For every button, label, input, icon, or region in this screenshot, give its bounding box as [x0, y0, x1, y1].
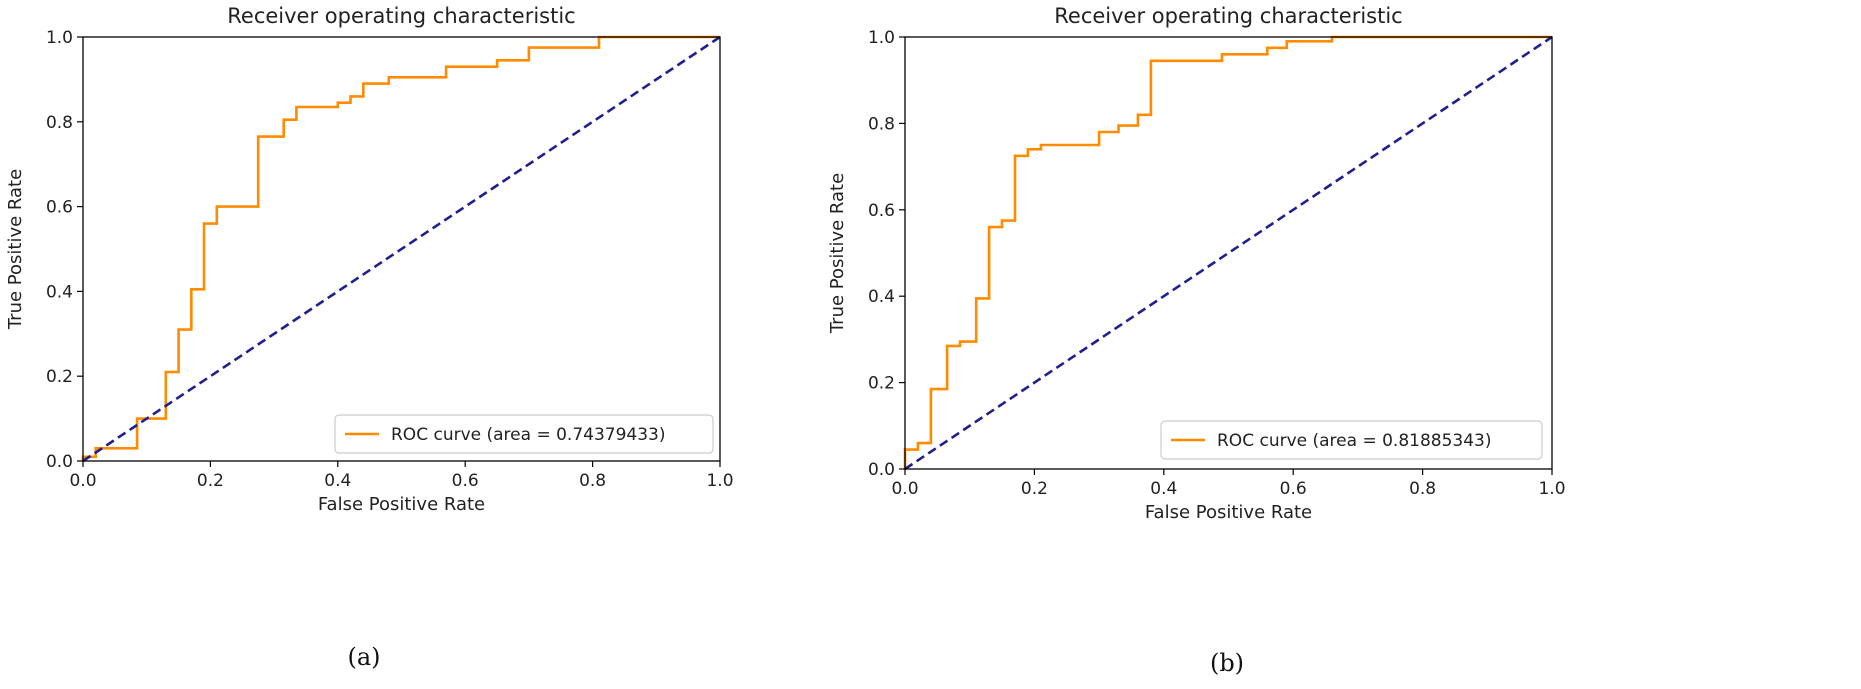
x-tick-label: 0.2 — [1021, 479, 1048, 499]
panel-label: (b) — [1210, 649, 1244, 677]
x-axis-label: False Positive Rate — [318, 494, 485, 515]
chart-panel-1: Receiver operating characteristic 0.0 0.2 0… — [827, 4, 1566, 677]
x-tick-label: 0.6 — [1280, 479, 1307, 499]
x-tick-label: 1.0 — [1538, 479, 1565, 499]
x-tick-label: 1.0 — [706, 471, 733, 491]
y-tick-label: 0.8 — [46, 113, 73, 133]
legend-entry-label: ROC curve (area = 0.74379433) — [391, 425, 665, 445]
y-tick-label: 1.0 — [46, 28, 73, 48]
legend-entry-label: ROC curve (area = 0.81885343) — [1217, 431, 1491, 451]
x-tick-label: 0.2 — [197, 471, 224, 491]
roc-curve-line — [81, 35, 720, 461]
plot-frame — [904, 36, 1553, 470]
chance-diagonal-line — [82, 35, 721, 463]
x-tick-label: 0.6 — [452, 471, 479, 491]
y-axis-label: True Positive Rate — [827, 173, 848, 334]
legend: ROC curve (area = 0.74379433) — [334, 414, 714, 454]
x-axis-label: False Positive Rate — [1145, 502, 1312, 523]
roc-curve-line — [903, 35, 1552, 469]
legend-box — [334, 414, 714, 454]
x-tick-label: 0.4 — [1150, 479, 1177, 499]
legend: ROC curve (area = 0.81885343) — [1160, 420, 1543, 460]
y-tick-label: 0.4 — [46, 282, 73, 302]
y-tick-label: 0.0 — [868, 460, 895, 480]
y-tick-label: 0.2 — [46, 367, 73, 387]
y-tick-label: 1.0 — [868, 28, 895, 48]
y-tick-label: 0.2 — [868, 374, 895, 394]
x-tick-label: 0.8 — [1409, 479, 1436, 499]
chart-panel-0: Receiver operating characteristic 0.0 0.2 0… — [5, 4, 734, 671]
plot-frame — [82, 36, 721, 462]
x-tick-label: 0.0 — [69, 471, 96, 491]
y-axis-label: True Positive Rate — [5, 169, 26, 330]
chart-title: Receiver operating characteristic — [1054, 4, 1402, 28]
y-tick-label: 0.0 — [46, 452, 73, 472]
y-tick-label: 0.4 — [868, 287, 895, 307]
x-tick-label: 0.4 — [324, 471, 351, 491]
y-tick-label: 0.6 — [46, 198, 73, 218]
y-tick-label: 0.6 — [868, 201, 895, 221]
chart-title: Receiver operating characteristic — [227, 4, 575, 28]
chance-diagonal-line — [904, 35, 1553, 471]
x-tick-label: 0.8 — [579, 471, 606, 491]
legend-box — [1160, 420, 1543, 460]
y-tick-label: 0.8 — [868, 114, 895, 134]
x-tick-label: 0.0 — [891, 479, 918, 499]
panel-label: (a) — [347, 643, 380, 671]
